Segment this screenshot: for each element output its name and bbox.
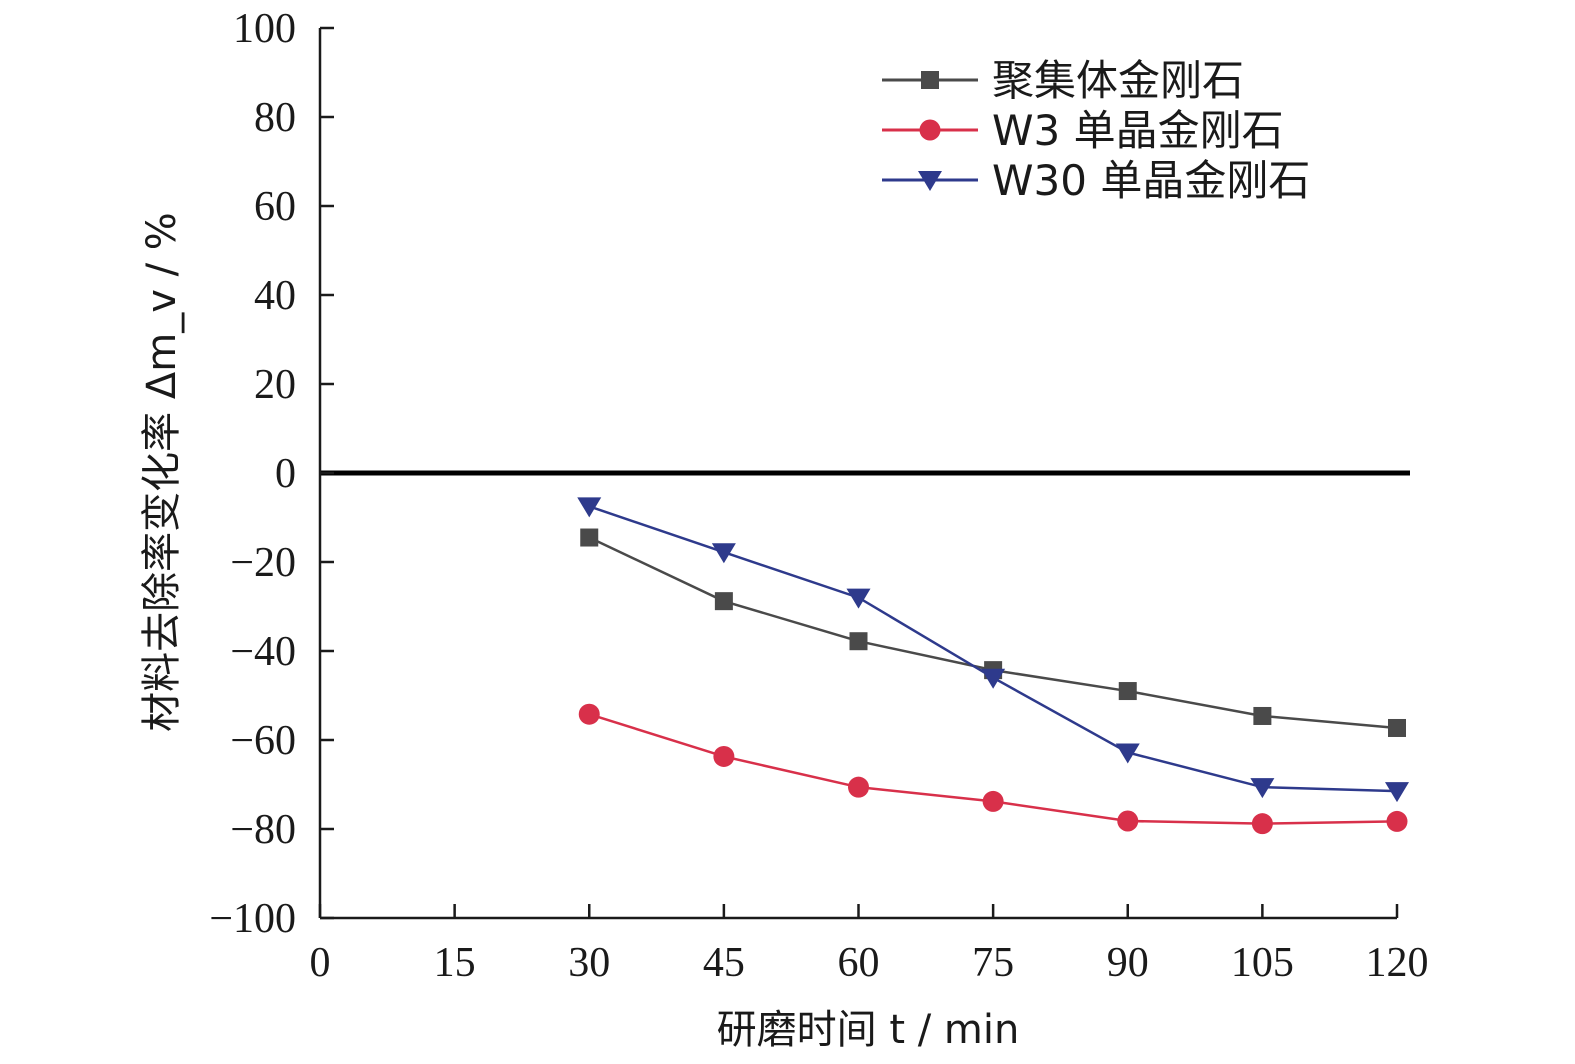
- series-3: [577, 497, 1409, 803]
- y-tick-label: −60: [230, 718, 296, 764]
- data-point: [1250, 778, 1275, 799]
- y-tick-label: 20: [254, 362, 296, 408]
- data-point: [580, 528, 599, 547]
- x-tick-label: 105: [1231, 940, 1294, 986]
- y-tick-label: 80: [254, 95, 296, 141]
- data-point: [578, 703, 600, 725]
- data-point: [1253, 706, 1272, 725]
- data-point: [1117, 810, 1139, 832]
- data-point: [848, 776, 869, 798]
- data-point: [1388, 718, 1406, 737]
- x-tick-label: 15: [434, 940, 476, 986]
- data-point: [1251, 813, 1273, 835]
- series-line: [588, 536, 1398, 730]
- legend-label: W30 单晶金刚石: [992, 156, 1310, 205]
- y-tick-label: −20: [230, 540, 296, 586]
- legend-label: 聚集体金刚石: [992, 56, 1244, 105]
- y-tick-label: −100: [209, 896, 296, 942]
- series-1: [580, 528, 1406, 737]
- data-point: [1118, 682, 1137, 701]
- data-point: [714, 592, 733, 611]
- data-point: [713, 745, 735, 767]
- axes: 100 80 60 40 20 0 −20 −40 −60 −80 −100 0 15 30 45 60 75 9…: [209, 6, 1428, 986]
- y-tick-label: 60: [254, 184, 296, 230]
- data-point: [1385, 782, 1409, 803]
- x-tick-label: 60: [838, 940, 880, 986]
- legend-marker: [918, 171, 942, 191]
- series-line: [588, 505, 1398, 793]
- y-axis-title: 材料去除率变化率 Δm_v / %: [139, 212, 185, 732]
- y-tick-label: 100: [233, 6, 296, 52]
- series-2: [578, 703, 1408, 835]
- x-axis-title: 研磨时间 t / min: [717, 1007, 1020, 1053]
- data-point: [577, 497, 602, 518]
- data-point: [846, 588, 871, 609]
- data-point: [711, 543, 736, 564]
- x-tick-label: 120: [1366, 940, 1429, 986]
- x-tick-label: 0: [310, 940, 331, 986]
- x-tick-label: 75: [972, 940, 1014, 986]
- data-point: [849, 632, 868, 651]
- y-tick-label: 40: [254, 273, 296, 319]
- x-tick-label: 45: [703, 940, 745, 986]
- legend-entry-2: W3 单晶金刚石: [882, 106, 1284, 155]
- x-tick-label: 90: [1107, 940, 1149, 986]
- data-point: [982, 790, 1004, 812]
- legend-marker: [921, 71, 939, 89]
- data-point: [1386, 810, 1408, 832]
- data-point: [981, 668, 1006, 689]
- legend-entry-3: W30 单晶金刚石: [882, 156, 1310, 205]
- data-point: [1115, 743, 1140, 764]
- series-group: [577, 497, 1409, 835]
- x-tick-label: 30: [568, 940, 610, 986]
- y-tick-label: 0: [275, 451, 296, 497]
- y-tick-label: −80: [230, 807, 296, 853]
- legend-entry-1: 聚集体金刚石: [882, 56, 1244, 105]
- legend-marker: [919, 119, 941, 141]
- y-tick-label: −40: [230, 629, 296, 675]
- legend-label: W3 单晶金刚石: [992, 106, 1284, 155]
